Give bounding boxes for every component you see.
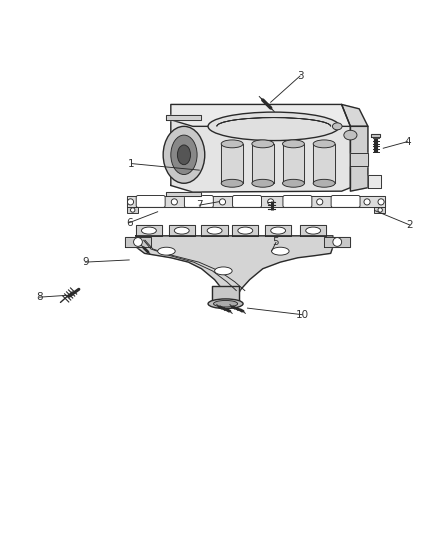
Polygon shape — [201, 225, 228, 236]
Text: 4: 4 — [404, 136, 411, 147]
Ellipse shape — [207, 227, 222, 234]
Ellipse shape — [208, 299, 243, 309]
Ellipse shape — [283, 140, 304, 148]
Ellipse shape — [177, 145, 191, 165]
Ellipse shape — [252, 179, 274, 187]
Ellipse shape — [332, 123, 342, 130]
Circle shape — [378, 199, 384, 205]
Circle shape — [364, 199, 370, 205]
Polygon shape — [136, 225, 162, 236]
Text: 9: 9 — [82, 257, 89, 267]
Circle shape — [378, 208, 382, 212]
Polygon shape — [265, 225, 291, 236]
Text: 7: 7 — [196, 200, 203, 210]
FancyBboxPatch shape — [233, 196, 261, 207]
Polygon shape — [283, 144, 304, 183]
Ellipse shape — [141, 227, 156, 234]
Text: 3: 3 — [297, 71, 304, 81]
Polygon shape — [169, 225, 195, 236]
Polygon shape — [166, 115, 201, 120]
Ellipse shape — [313, 179, 335, 187]
Polygon shape — [324, 237, 350, 247]
Text: 1: 1 — [128, 159, 135, 168]
Ellipse shape — [313, 140, 335, 148]
FancyBboxPatch shape — [331, 196, 360, 207]
FancyBboxPatch shape — [127, 207, 138, 213]
Circle shape — [219, 199, 226, 205]
Circle shape — [131, 208, 135, 212]
Polygon shape — [221, 144, 243, 183]
Polygon shape — [125, 237, 151, 247]
Text: 2: 2 — [406, 220, 413, 230]
Ellipse shape — [283, 179, 304, 187]
Ellipse shape — [208, 112, 339, 141]
Ellipse shape — [238, 227, 253, 234]
Polygon shape — [350, 152, 368, 166]
Ellipse shape — [344, 130, 357, 140]
Ellipse shape — [221, 179, 243, 187]
Text: 5: 5 — [272, 237, 279, 247]
FancyBboxPatch shape — [136, 196, 165, 207]
Polygon shape — [371, 134, 380, 138]
FancyBboxPatch shape — [374, 207, 385, 213]
Text: 6: 6 — [126, 217, 133, 228]
Ellipse shape — [158, 247, 175, 255]
Polygon shape — [232, 225, 258, 236]
Polygon shape — [171, 104, 350, 126]
Polygon shape — [171, 120, 350, 192]
Circle shape — [134, 238, 142, 246]
Polygon shape — [136, 236, 333, 304]
Ellipse shape — [215, 267, 232, 275]
Polygon shape — [300, 225, 326, 236]
Circle shape — [268, 199, 274, 205]
Ellipse shape — [171, 135, 197, 174]
Ellipse shape — [271, 227, 286, 234]
Text: 8: 8 — [36, 292, 43, 302]
Ellipse shape — [163, 126, 205, 183]
Circle shape — [171, 199, 177, 205]
Circle shape — [127, 199, 134, 205]
FancyBboxPatch shape — [184, 196, 213, 207]
Polygon shape — [212, 286, 239, 304]
Polygon shape — [368, 174, 381, 188]
Polygon shape — [313, 144, 335, 183]
Polygon shape — [127, 197, 385, 207]
Ellipse shape — [174, 227, 189, 234]
Polygon shape — [350, 126, 368, 191]
Ellipse shape — [252, 140, 274, 148]
Circle shape — [317, 199, 323, 205]
Polygon shape — [252, 144, 274, 183]
Text: 10: 10 — [296, 310, 309, 320]
Ellipse shape — [221, 140, 243, 148]
Ellipse shape — [213, 301, 237, 307]
Polygon shape — [166, 192, 201, 197]
FancyBboxPatch shape — [283, 196, 312, 207]
Ellipse shape — [272, 247, 289, 255]
Ellipse shape — [306, 227, 321, 234]
Polygon shape — [342, 104, 368, 126]
Circle shape — [333, 238, 342, 246]
